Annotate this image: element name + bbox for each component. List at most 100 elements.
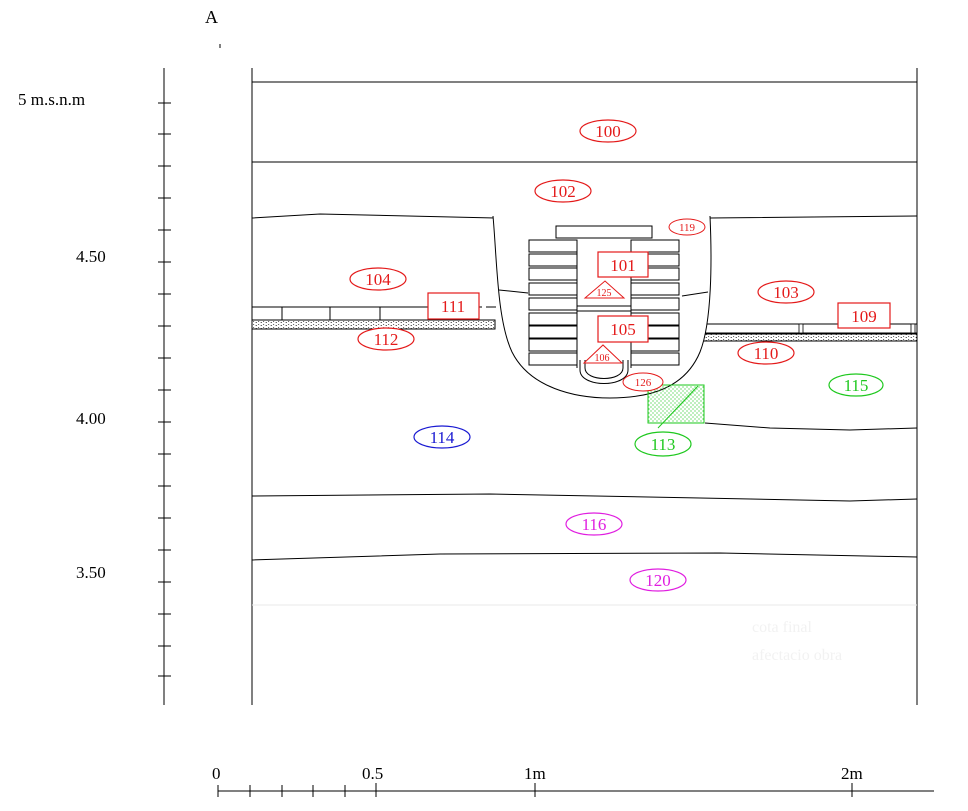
brick xyxy=(528,253,578,267)
unit-ellipse-112-frame xyxy=(357,327,415,351)
unit-ellipse-112-label: 112 xyxy=(374,330,399,349)
unit-box-105: 105 xyxy=(597,315,649,343)
brick xyxy=(528,312,578,326)
scale-label-1m: 1m xyxy=(524,764,546,783)
unit-ellipse-126: 126 xyxy=(622,372,664,392)
unit-ellipse-113-label: 113 xyxy=(651,435,676,454)
final-level-note-line2: afectacio obra xyxy=(752,647,842,664)
scale-label-0: 0 xyxy=(212,764,221,783)
unit-triangle-106: 106 xyxy=(582,344,624,364)
unit-ellipse-100-label: 100 xyxy=(595,122,621,141)
brick-cap xyxy=(555,225,653,239)
brick xyxy=(630,239,680,253)
stratum-boundary-114-116 xyxy=(251,493,918,502)
unit-box-101-frame xyxy=(597,251,649,278)
brick xyxy=(630,282,680,296)
unit-triangle-106-label: 106 xyxy=(595,353,610,364)
unit-ellipse-116-label: 116 xyxy=(582,515,607,534)
unit-ellipse-102: 102 xyxy=(534,179,592,203)
unit-ellipse-100: 100 xyxy=(579,119,637,143)
unit-ellipse-114-label: 114 xyxy=(430,428,455,447)
section-label: A xyxy=(205,7,218,27)
unit-box-111-label: 111 xyxy=(441,297,465,316)
unit-ellipse-100-frame xyxy=(579,119,637,143)
unit-ellipse-115: 115 xyxy=(828,373,884,397)
unit-ellipse-116-frame xyxy=(565,512,623,536)
unit-ellipse-116: 116 xyxy=(565,512,623,536)
unit-box-109: 109 xyxy=(837,302,891,329)
unit-ellipse-104: 104 xyxy=(349,267,407,291)
elevation-unit-label: 5 m.s.n.m xyxy=(18,90,85,109)
unit-ellipse-120: 120 xyxy=(629,568,687,592)
vertical-scale-ticks xyxy=(158,102,171,677)
unit-ellipse-113: 113 xyxy=(634,431,692,457)
scale-label-0-5: 0.5 xyxy=(362,764,383,783)
unit-ellipse-110-frame xyxy=(737,341,795,365)
unit-ellipse-119-label: 119 xyxy=(679,222,696,234)
unit-ellipse-120-label: 120 xyxy=(645,571,671,590)
unit-triangle-125-label: 125 xyxy=(597,288,612,299)
stratum-boundary-113-115 xyxy=(704,422,918,431)
unit-ellipse-126-frame xyxy=(622,372,664,392)
vertical-scale: 5 m.s.n.m 4.50 4.00 3.50 xyxy=(18,68,171,705)
layer-110-fill xyxy=(689,333,918,342)
scale-label-2m: 2m xyxy=(841,764,863,783)
unit-ellipse-119-frame xyxy=(668,218,706,236)
unit-ellipse-103-frame xyxy=(757,280,815,304)
brick xyxy=(528,239,578,253)
unit-ellipse-103: 103 xyxy=(757,280,815,304)
u-shaped-base-inner xyxy=(584,360,624,379)
u-shaped-base xyxy=(579,360,629,384)
unit-box-111-frame xyxy=(427,292,480,320)
elevation-label-4-00: 4.00 xyxy=(76,409,106,428)
brick xyxy=(630,297,680,311)
unit-box-111: 111 xyxy=(427,292,480,320)
unit-ellipse-113-frame xyxy=(634,431,692,457)
unit-ellipse-119: 119 xyxy=(668,218,706,236)
brick xyxy=(528,352,578,366)
brick xyxy=(528,267,578,281)
unit-ellipse-110: 110 xyxy=(737,341,795,365)
elevation-label-4-50: 4.50 xyxy=(76,247,106,266)
elevation-label-3-50: 3.50 xyxy=(76,563,106,582)
unit-box-109-frame xyxy=(837,302,891,329)
brick xyxy=(528,297,578,311)
brick xyxy=(528,282,578,296)
section-frame xyxy=(251,68,918,705)
pit-interior-line xyxy=(681,291,709,297)
unit-triangle-125: 125 xyxy=(583,280,626,299)
unit-ellipse-104-frame xyxy=(349,267,407,291)
unit-ellipse-102-frame xyxy=(534,179,592,203)
unit-box-105-frame xyxy=(597,315,649,343)
brick xyxy=(528,338,578,352)
layer-113-area xyxy=(647,384,705,424)
unit-ellipse-112: 112 xyxy=(357,327,415,351)
unit-triangle-125-frame xyxy=(583,280,626,299)
unit-ellipse-114-frame xyxy=(413,425,471,449)
horizontal-scale-ticks xyxy=(217,783,853,797)
unit-triangle-106-frame xyxy=(582,344,624,364)
unit-ellipse-126-label: 126 xyxy=(635,377,652,389)
layer-109-joint xyxy=(910,323,916,334)
horizontal-scale: 0 0.5 1m 2m xyxy=(212,764,934,797)
brick xyxy=(630,352,680,366)
stratum-boundary-116-120 xyxy=(251,552,918,561)
unit-ellipse-114: 114 xyxy=(413,425,471,449)
layer-112-fill xyxy=(251,319,496,330)
layer-113-leader xyxy=(657,385,699,429)
layer-109-joint xyxy=(798,323,804,334)
unit-ellipse-104-label: 104 xyxy=(365,270,391,289)
brick xyxy=(528,325,578,339)
brick-column-left xyxy=(528,239,578,366)
unit-box-101-label: 101 xyxy=(610,256,636,275)
unit-box-101: 101 xyxy=(597,251,649,278)
final-level-note-line1: cota final xyxy=(752,619,813,636)
unit-ellipse-115-frame xyxy=(828,373,884,397)
unit-ellipse-110-label: 110 xyxy=(754,344,779,363)
unit-box-109-label: 109 xyxy=(851,307,877,326)
unit-ellipse-120-frame xyxy=(629,568,687,592)
pit-interior-line xyxy=(498,289,529,294)
unit-ellipse-102-label: 102 xyxy=(550,182,576,201)
unit-ellipse-115-label: 115 xyxy=(844,376,869,395)
